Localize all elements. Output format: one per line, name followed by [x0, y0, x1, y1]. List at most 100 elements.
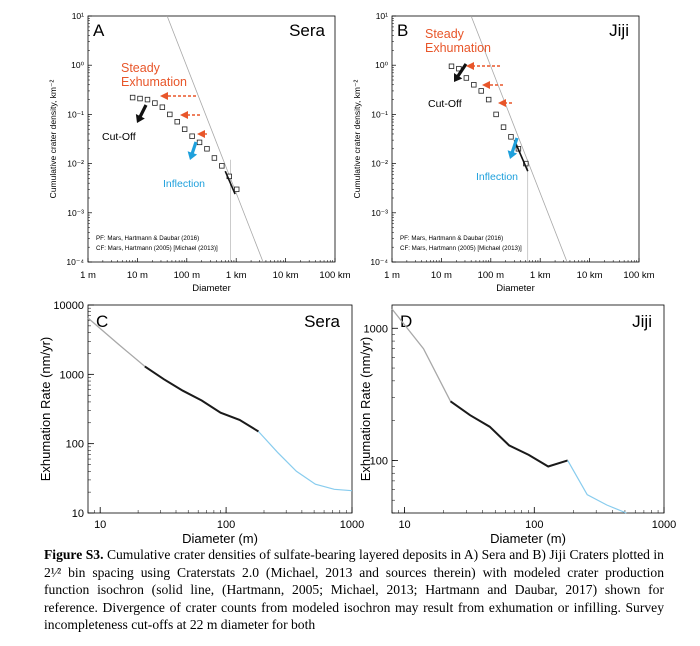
x-tick-label: 1000 [340, 519, 364, 531]
y-tick-label: 10⁻¹ [371, 109, 388, 119]
data-point [500, 124, 507, 130]
caption-text: Cumulative crater densities of sulfate-b… [44, 547, 664, 633]
inflection-label: Inflection [476, 171, 518, 183]
data-point [181, 126, 188, 132]
figure: 1 m 10 m 100 m 1 km 10 km 100 km 10⁻⁴ 10⁻³ 10⁻² 1… [38, 11, 676, 546]
note-pf: PF: Mars, Hartmann & Daubar (2016) [96, 235, 199, 242]
y-tick-label: 1000 [60, 369, 84, 381]
y-tick-label: 10⁻³ [67, 208, 84, 218]
data-point [144, 96, 151, 103]
x-tick-label: 1 m [384, 270, 400, 281]
plot-frame [87, 304, 353, 514]
y-axis-label: Cumulative crater density, km⁻² [48, 80, 58, 199]
data-point [493, 111, 499, 118]
panel-a: 1 m 10 m 100 m 1 km 10 km 100 km 10⁻⁴ 10⁻³ 10⁻² 1… [48, 11, 351, 294]
y-tick-label: 100 [66, 439, 84, 451]
y-tick-label: 10⁰ [71, 60, 84, 70]
inflection-arrow-head [507, 150, 518, 159]
data-point [478, 88, 484, 94]
panel-letter: D [400, 312, 412, 331]
figure-caption: Figure S3. Cumulative crater densities o… [44, 546, 664, 634]
panel-site-name: Jiji [609, 21, 629, 40]
data-point [485, 96, 492, 103]
y-axis-label: Exhumation Rate (nm/yr) [358, 337, 373, 482]
x-tick-label: 10 [398, 519, 410, 531]
y-tick-label: 10⁻⁴ [370, 257, 388, 267]
inflection-arrow-head [187, 151, 198, 160]
panel-letter: C [96, 312, 108, 331]
data-point [159, 104, 166, 110]
x-tick-label: 100 [217, 519, 235, 531]
data-point [174, 119, 180, 125]
y-tick-label: 10⁻⁴ [66, 257, 84, 267]
y-tick-label: 10 [72, 508, 84, 520]
cutoff-arrow-head [454, 72, 463, 82]
note-pf: PF: Mars, Hartmann & Daubar (2016) [400, 235, 503, 242]
x-tick-label: 100 [525, 519, 543, 531]
series-gray [391, 308, 452, 402]
y-tick-label: 10¹ [376, 11, 388, 21]
fit-segment [224, 170, 236, 195]
y-axis-label: Exhumation Rate (nm/yr) [38, 337, 53, 482]
y-axis-label: Cumulative crater density, km⁻² [352, 80, 362, 199]
data-point [137, 95, 143, 102]
data-point [448, 63, 455, 69]
x-tick-label: 10 m [431, 270, 452, 281]
cutoff-arrow-head [135, 114, 145, 123]
inflection-arrow-shaft [510, 137, 519, 155]
exhumation-arrow-head [197, 130, 205, 138]
y-tick-label: 10⁻² [371, 159, 388, 169]
panel-site-name: Sera [289, 21, 325, 40]
series-blue [258, 431, 353, 492]
x-tick-label: 10 km [577, 270, 603, 281]
panel-c: 10 100 1000 10 100 1000 10000 Diameter (m) Exhum… [38, 300, 364, 546]
x-tick-label: 100 m [478, 270, 504, 281]
y-tick-label: 10⁻³ [371, 208, 388, 218]
data-point [219, 163, 225, 169]
panel-letter: B [397, 21, 408, 40]
exhumation-label: Exhumation [121, 75, 187, 89]
exhumation-arrow-head [160, 92, 168, 100]
y-tick-label: 1000 [364, 323, 388, 335]
series-gray [87, 317, 146, 367]
x-tick-label: 1 km [530, 270, 551, 281]
exhumation-arrow-head [466, 62, 474, 70]
x-axis-label: Diameter [192, 283, 231, 294]
steady-label: Steady [425, 27, 465, 41]
x-tick-label: 100 m [174, 270, 200, 281]
exhumation-arrow-head [498, 99, 506, 107]
data-point [167, 111, 173, 118]
note-cf: CF: Mars, Hartmann (2005) [Michael (2013… [96, 245, 218, 252]
panel-d: 10 100 1000 100 1000 Diameter (m) Exhumation R… [358, 304, 676, 546]
data-point [508, 134, 514, 140]
plot-frame [391, 304, 665, 514]
series-black [449, 400, 568, 468]
series-blue [567, 460, 627, 514]
cutoff-label: Cut-Off [102, 131, 136, 143]
caption-label: Figure S3. [44, 547, 104, 562]
x-axis-label: Diameter [496, 283, 535, 294]
data-point [152, 100, 158, 106]
x-tick-label: 10 m [127, 270, 148, 281]
data-point [196, 139, 203, 146]
exhumation-arrow-head [180, 111, 188, 119]
data-point [129, 94, 136, 101]
y-tick-label: 10000 [53, 300, 84, 312]
cutoff-arrow-shaft [137, 104, 148, 120]
x-axis-label: Diameter (m) [490, 531, 566, 546]
plot-frame [87, 15, 336, 263]
y-tick-label: 10⁻² [67, 159, 84, 169]
steady-label: Steady [121, 61, 161, 75]
data-point [463, 75, 470, 81]
cutoff-arrow-shaft [455, 63, 468, 79]
inflection-label: Inflection [163, 178, 205, 190]
fit-segment [513, 139, 529, 172]
cutoff-label: Cut-Off [428, 98, 462, 110]
series-black [144, 365, 260, 433]
panel-site-name: Sera [304, 312, 340, 331]
y-tick-label: 10⁻¹ [67, 109, 84, 119]
y-tick-label: 100 [370, 455, 388, 467]
x-tick-label: 1000 [652, 519, 676, 531]
data-point [189, 133, 195, 139]
x-tick-label: 100 km [623, 270, 654, 281]
